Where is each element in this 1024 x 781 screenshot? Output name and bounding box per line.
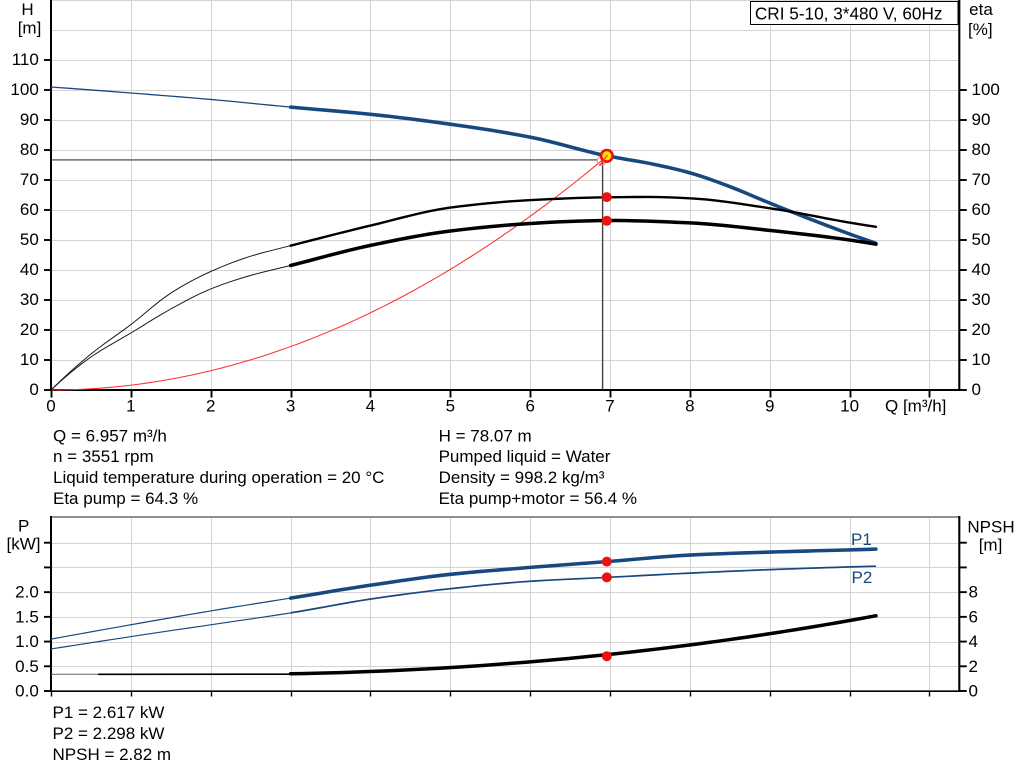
svg-text:80: 80 [972, 140, 991, 159]
svg-text:110: 110 [12, 50, 39, 69]
svg-text:90: 90 [20, 110, 39, 129]
svg-text:Q = 6.957 m³/h: Q = 6.957 m³/h [53, 426, 167, 445]
svg-text:Pumped liquid = Water: Pumped liquid = Water [439, 447, 611, 466]
svg-text:10: 10 [840, 397, 859, 416]
svg-text:P1 = 2.617 kW: P1 = 2.617 kW [53, 703, 165, 722]
svg-text:50: 50 [20, 230, 39, 249]
svg-text:[m]: [m] [979, 536, 1003, 555]
svg-text:0: 0 [969, 682, 978, 701]
svg-text:2.0: 2.0 [15, 583, 39, 602]
svg-text:40: 40 [972, 260, 991, 279]
svg-text:100: 100 [10, 80, 38, 99]
svg-text:40: 40 [20, 260, 39, 279]
svg-text:6: 6 [969, 608, 978, 627]
svg-text:8: 8 [969, 583, 978, 602]
svg-text:30: 30 [972, 290, 991, 309]
svg-text:6: 6 [525, 397, 534, 416]
svg-text:0: 0 [29, 380, 38, 399]
svg-text:P: P [18, 517, 29, 536]
svg-text:7: 7 [605, 397, 614, 416]
svg-text:P2 = 2.298 kW: P2 = 2.298 kW [53, 724, 165, 743]
svg-text:0: 0 [46, 397, 55, 416]
svg-text:Eta pump+motor = 56.4 %: Eta pump+motor = 56.4 % [439, 489, 637, 508]
svg-text:20: 20 [972, 320, 991, 339]
svg-text:60: 60 [972, 200, 991, 219]
svg-text:P2: P2 [852, 568, 873, 587]
svg-text:9: 9 [765, 397, 774, 416]
svg-text:0.0: 0.0 [15, 682, 39, 701]
svg-text:n = 3551 rpm: n = 3551 rpm [53, 447, 154, 466]
svg-text:8: 8 [685, 397, 694, 416]
svg-text:5: 5 [446, 397, 455, 416]
svg-text:CRI 5-10, 3*480 V, 60Hz: CRI 5-10, 3*480 V, 60Hz [755, 4, 943, 24]
svg-text:1: 1 [126, 397, 135, 416]
svg-text:3: 3 [286, 397, 295, 416]
svg-text:Liquid temperature during oper: Liquid temperature during operation = 20… [53, 468, 384, 487]
svg-text:[m]: [m] [18, 19, 42, 38]
svg-text:2: 2 [969, 657, 978, 676]
svg-text:80: 80 [20, 140, 39, 159]
svg-text:H = 78.07 m: H = 78.07 m [439, 426, 532, 445]
svg-text:Density = 998.2 kg/m³: Density = 998.2 kg/m³ [439, 468, 605, 487]
svg-text:10: 10 [972, 350, 991, 369]
svg-text:10: 10 [20, 350, 39, 369]
svg-text:70: 70 [20, 170, 39, 189]
svg-text:eta: eta [969, 0, 993, 19]
svg-text:60: 60 [20, 200, 39, 219]
svg-text:NPSH = 2.82 m: NPSH = 2.82 m [53, 745, 172, 764]
svg-text:90: 90 [972, 110, 991, 129]
svg-text:70: 70 [972, 170, 991, 189]
svg-text:0.5: 0.5 [15, 657, 39, 676]
svg-text:Eta pump = 64.3 %: Eta pump = 64.3 % [53, 489, 198, 508]
svg-text:50: 50 [972, 230, 991, 249]
svg-text:0: 0 [972, 380, 981, 399]
svg-text:H: H [21, 0, 33, 19]
svg-text:100: 100 [972, 80, 1000, 99]
svg-text:20: 20 [20, 320, 39, 339]
svg-text:4: 4 [366, 397, 375, 416]
svg-text:NPSH: NPSH [967, 518, 1014, 537]
svg-text:30: 30 [20, 290, 39, 309]
svg-text:P1: P1 [851, 530, 872, 549]
svg-text:1.5: 1.5 [15, 608, 39, 627]
svg-text:2: 2 [206, 397, 215, 416]
svg-text:Q [m³/h]: Q [m³/h] [885, 396, 946, 415]
svg-text:4: 4 [969, 632, 978, 651]
svg-text:1.0: 1.0 [15, 632, 39, 651]
svg-text:[%]: [%] [968, 20, 993, 39]
svg-text:[kW]: [kW] [7, 535, 41, 554]
